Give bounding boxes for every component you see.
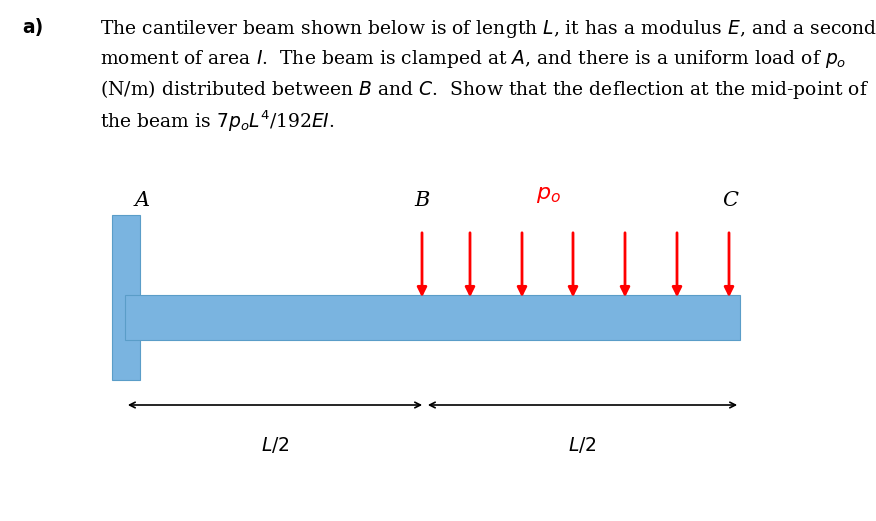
Text: $L/2$: $L/2$ [261, 435, 289, 455]
Text: moment of area $\mathit{I}$.  The beam is clamped at $\mathit{A}$, and there is : moment of area $\mathit{I}$. The beam is… [100, 48, 846, 70]
Text: C: C [722, 191, 738, 210]
Text: The cantilever beam shown below is of length $\mathit{L}$, it has a modulus $\ma: The cantilever beam shown below is of le… [100, 18, 876, 40]
Text: (N/m) distributed between $\mathit{B}$ and $\mathit{C}$.  Show that the deflecti: (N/m) distributed between $\mathit{B}$ a… [100, 78, 869, 101]
Text: $L/2$: $L/2$ [569, 435, 597, 455]
Text: $p_o$: $p_o$ [535, 183, 561, 205]
Bar [112, 215, 140, 380]
Text: a): a) [22, 18, 43, 37]
Text: A: A [134, 191, 150, 210]
Text: B: B [414, 191, 430, 210]
Text: the beam is $7p_o L^4$/192$\mathit{EI}$.: the beam is $7p_o L^4$/192$\mathit{EI}$. [100, 108, 335, 133]
Bar [125, 295, 740, 340]
